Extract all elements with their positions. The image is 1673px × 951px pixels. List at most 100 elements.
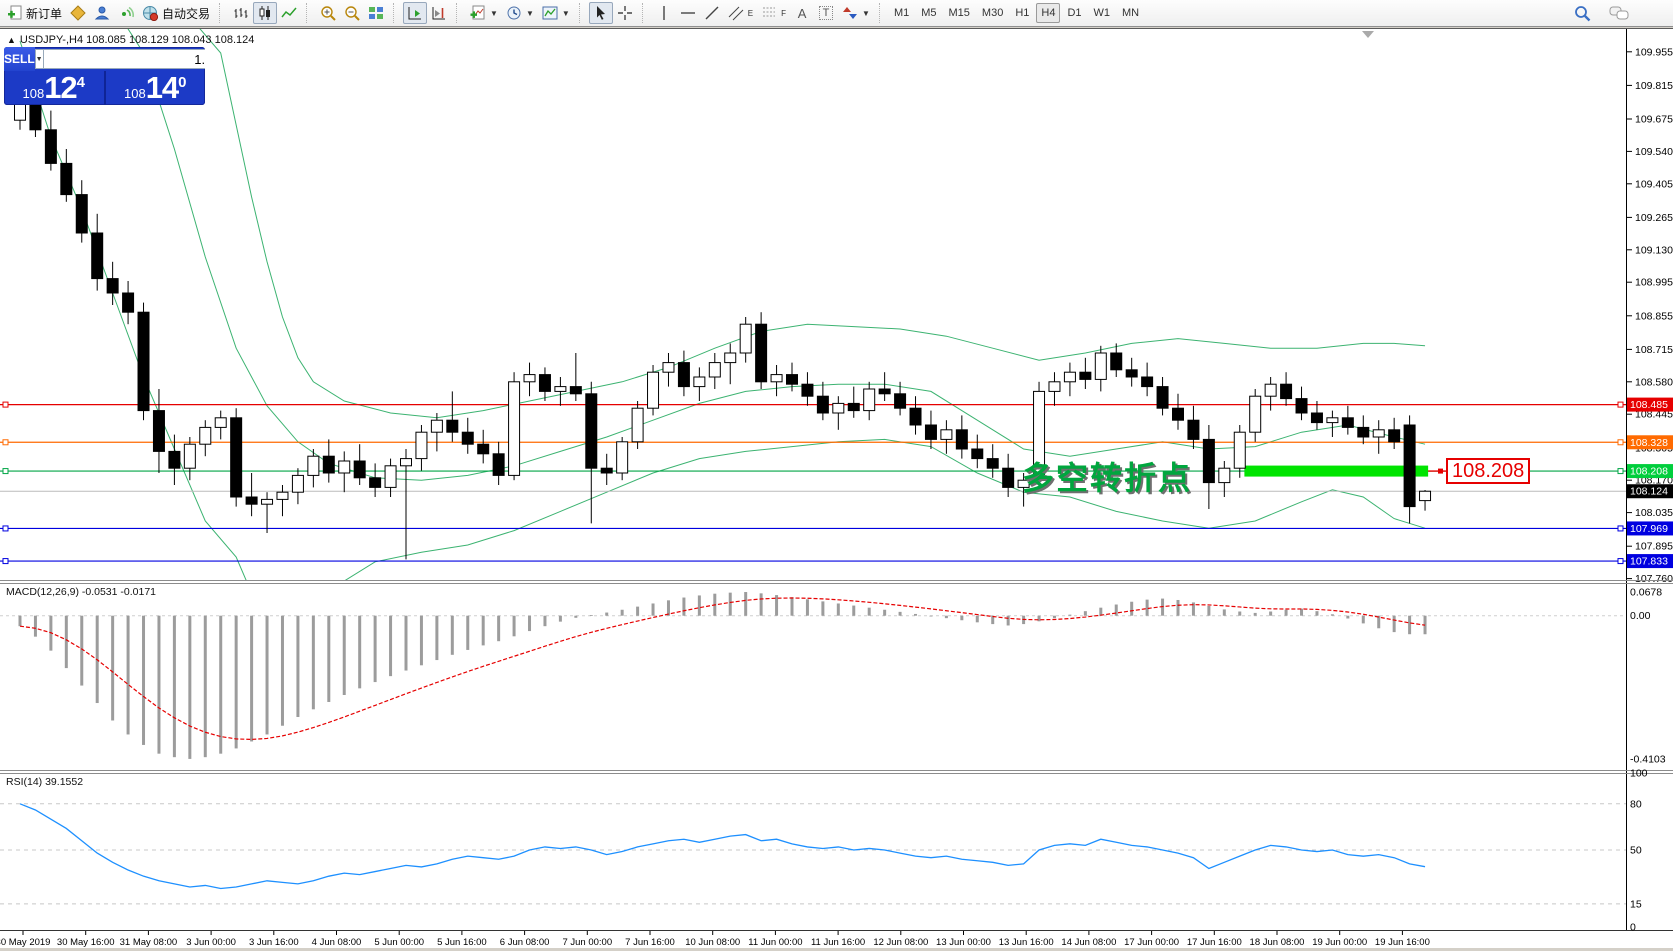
indicators-button[interactable]: ▼ [466,2,502,24]
candle-body [400,458,412,467]
timeframe-M5[interactable]: M5 [921,7,937,19]
candle-body [801,383,814,397]
candle-body [446,419,459,433]
macd-histogram-bar [929,615,933,617]
templates-button[interactable]: ▼ [538,2,574,24]
volume-input[interactable] [43,49,205,69]
candle [492,441,505,485]
macd-indicator-label: MACD(12,26,9) -0.0531 -0.0171 [6,586,156,598]
bar-chart-mode-button[interactable] [229,2,253,24]
macd-histogram-bar [914,613,918,616]
macd-histogram-bar [883,609,887,616]
candle-chart-mode-button[interactable] [253,2,278,24]
chart-shift-button[interactable] [427,2,451,24]
candle [1125,357,1138,387]
highlight-trend-segment[interactable] [1244,465,1429,477]
candle [739,317,752,363]
price-flag-label[interactable]: 108.208 [1446,458,1531,484]
timeframe-W1[interactable]: W1 [1093,7,1111,19]
candle-body [1403,424,1416,508]
macd-histogram-bar [219,615,223,754]
candle [786,362,798,392]
macd-histogram-bar [1408,615,1412,635]
main-chart-layer [0,29,1626,580]
auto-scroll-button[interactable] [403,2,428,24]
sell-price[interactable]: 108 12 4 [4,71,106,105]
macd-histogram-bar [790,597,794,616]
zoom-out-button[interactable] [340,2,364,24]
line-chart-mode-button[interactable] [277,2,301,24]
fibonacci-tool-button[interactable]: F [757,2,790,24]
trendline-tool-button[interactable] [700,2,724,24]
candle-body [1218,467,1231,484]
timeframe-H4[interactable]: H4 [1036,3,1061,23]
vertical-line-icon [657,5,671,21]
candle-body [353,460,366,479]
timeframe-M30[interactable]: M30 [981,7,1004,19]
macd-histogram-bar [543,615,547,627]
timeframe-M1[interactable]: M1 [893,7,910,19]
chart-shift-marker[interactable] [1362,31,1374,38]
vertical-line-tool-button[interactable] [652,2,676,24]
timeframe-H1[interactable]: H1 [1015,7,1030,19]
time-axis-label: 13 Jun 00:00 [936,937,991,948]
candle-body [863,388,876,412]
channel-tool-button[interactable]: E [724,2,757,24]
macd-histogram-bar [1392,615,1396,633]
candle-body [1125,369,1138,378]
macd-histogram-bar [558,615,562,622]
timeframe-M15[interactable]: M15 [948,7,970,19]
macd-histogram-bar [111,615,115,721]
history-center-button[interactable] [66,2,90,24]
candle [1063,362,1076,397]
volume-decrease-button[interactable]: ▼ [34,49,44,69]
new-order-button[interactable]: 新订单 [3,2,66,24]
candle-body [1249,395,1262,433]
zoom-in-button[interactable] [316,2,340,24]
tile-windows-button[interactable] [364,2,388,24]
time-axis-label: 17 Jun 16:00 [1187,937,1242,948]
text-label-tool-button[interactable]: T [814,2,838,24]
candle-body [1079,371,1092,380]
autotrading-button[interactable]: 自动交易 [138,2,214,24]
candle [91,213,104,291]
horizontal-line-tool-button[interactable] [676,2,700,24]
price-axis-label: 109.265 [1635,212,1673,224]
toolbar-separator [878,3,885,23]
autotrading-icon [142,5,159,21]
buy-price[interactable]: 108 14 0 [106,71,206,105]
chart-canvas[interactable]: 109.955 109.815 109.675 109.540 109.405 109.2… [0,29,1673,949]
macd-histogram-bar [188,615,192,759]
cursor-tool-button[interactable] [588,2,613,24]
candle-body [307,455,320,476]
timeframe-MN[interactable]: MN [1122,7,1140,19]
search-button[interactable] [1570,2,1595,24]
text-tool-button[interactable]: A [790,2,814,24]
candle [647,365,660,416]
sell-button[interactable]: SELL [4,47,35,71]
price-badge-label: 108.328 [1630,437,1668,449]
candle-body [1156,386,1169,409]
candle-body [214,417,227,428]
signals-button[interactable] [114,2,138,24]
macd-histogram-bar [666,600,670,616]
chat-button[interactable] [1605,2,1633,24]
toolbar-separator [393,3,399,23]
timeframe-D1[interactable]: D1 [1067,7,1082,19]
community-button[interactable] [90,2,114,24]
candle-body [1264,383,1277,397]
time-axis-label: 11 Jun 16:00 [811,937,865,948]
macd-histogram-bar [18,615,22,627]
collapse-arrow-icon[interactable]: ▲ [7,35,16,45]
crosshair-tool-button[interactable] [613,2,637,24]
price-badge-label: 108.124 [1630,486,1668,498]
chart-text-annotation[interactable]: 多空转折点 [1022,460,1193,496]
arrows-tool-button[interactable]: ▼ [838,2,874,24]
candle [677,350,690,397]
toolbar-separator [456,3,462,23]
periods-button[interactable]: ▼ [502,2,538,24]
candle-body [1202,438,1215,484]
candle [168,434,181,485]
macd-histogram-bar [265,615,269,735]
candle-body [770,374,783,383]
